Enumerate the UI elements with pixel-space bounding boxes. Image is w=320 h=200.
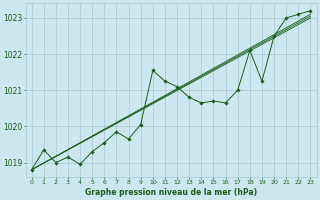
X-axis label: Graphe pression niveau de la mer (hPa): Graphe pression niveau de la mer (hPa) [85, 188, 257, 197]
